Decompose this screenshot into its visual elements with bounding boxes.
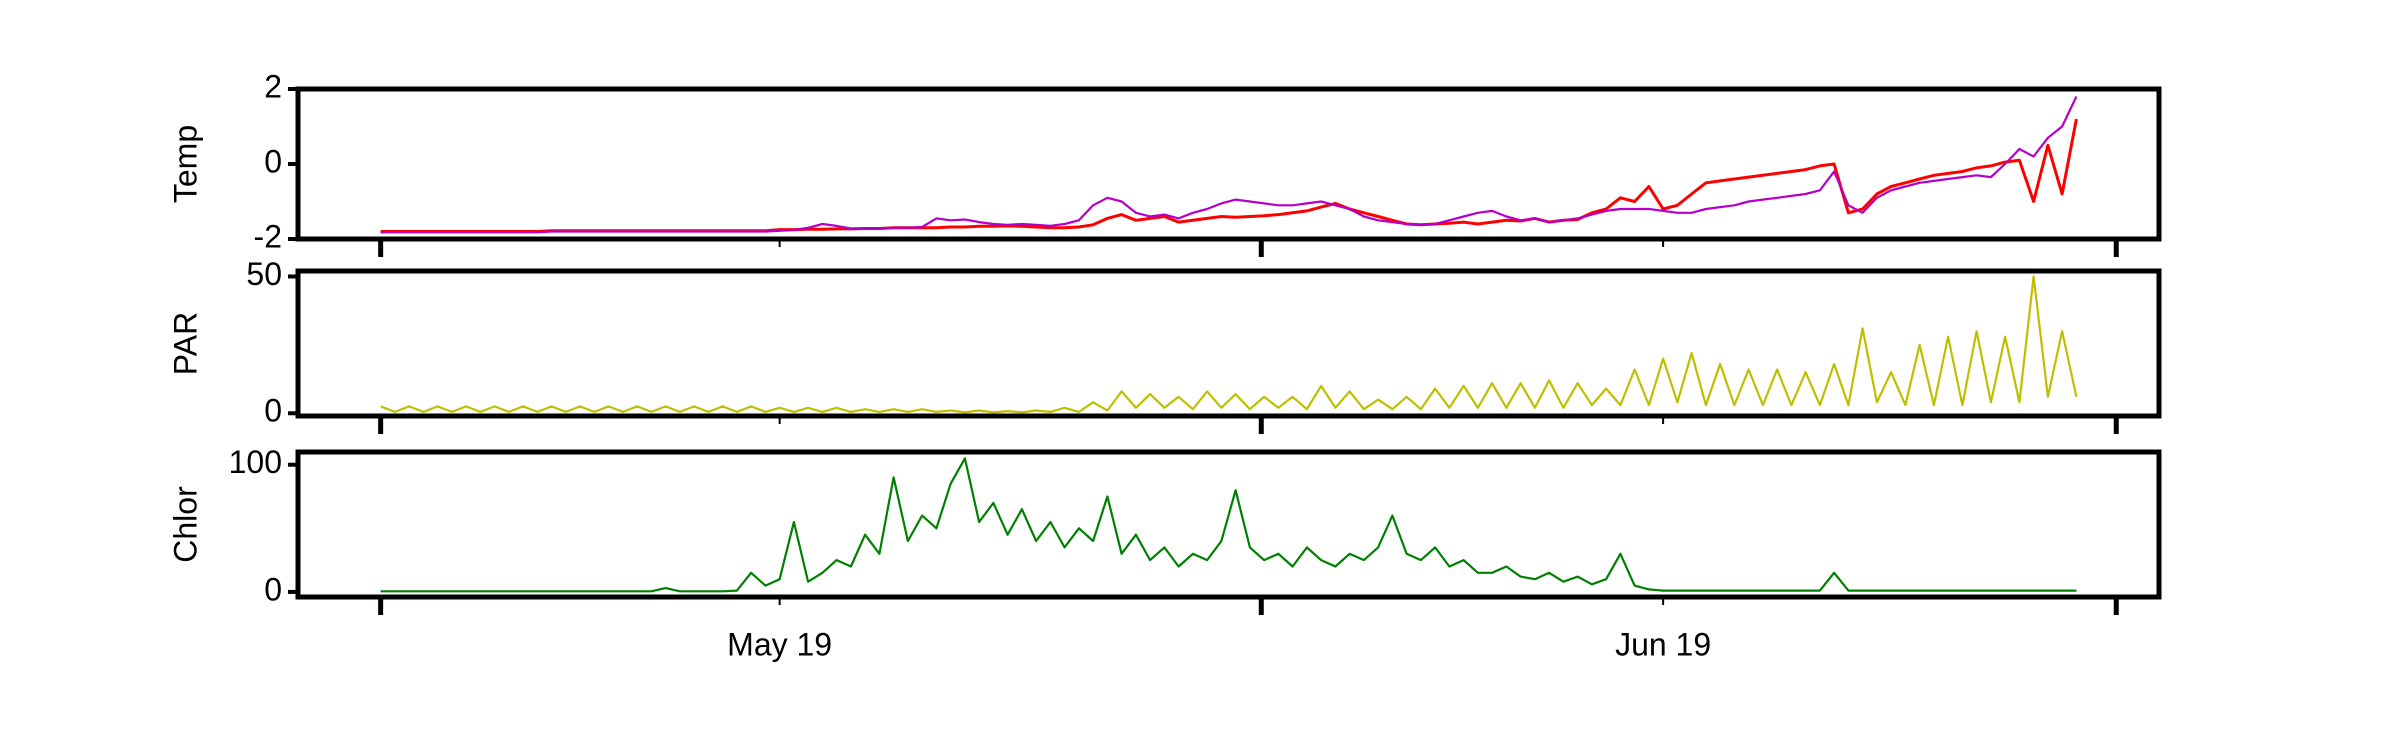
y-axis-label: Temp: [167, 125, 203, 203]
plot-frame: [295, 268, 2162, 419]
x-tick-label: May 19: [727, 626, 832, 662]
y-axis-label: Chlor: [167, 486, 203, 563]
y-tick-label: 0: [264, 143, 282, 179]
y-tick-label: 100: [229, 444, 282, 480]
data-line: [380, 96, 2078, 234]
data-line: [380, 275, 2078, 414]
y-tick-label: 0: [264, 393, 282, 429]
y-tick-label: 2: [264, 68, 282, 104]
data-line: [380, 118, 2078, 233]
y-tick-label: 50: [246, 256, 282, 292]
y-tick-label: 0: [264, 571, 282, 607]
y-axis-label: PAR: [167, 312, 203, 375]
data-line: [380, 457, 2077, 593]
plot-frame: [295, 449, 2162, 600]
plot-frame: [295, 86, 2162, 242]
x-tick-label: Jun 19: [1615, 626, 1711, 662]
y-tick-label: -2: [254, 218, 282, 254]
